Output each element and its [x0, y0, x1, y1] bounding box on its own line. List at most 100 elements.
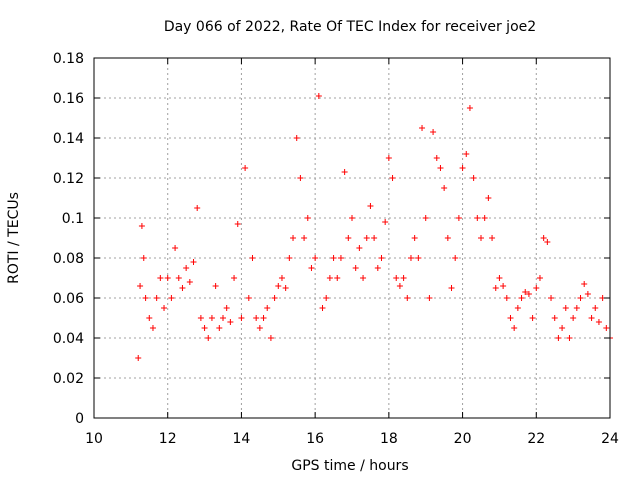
y-axis-label: ROTI / TECUs [6, 192, 22, 284]
data-point [153, 295, 160, 301]
y-tick-label: 0.14 [53, 131, 84, 147]
data-point [323, 295, 330, 301]
data-point [330, 255, 337, 261]
data-point [341, 169, 348, 175]
plot-frame [93, 57, 611, 419]
data-point [201, 325, 208, 331]
data-point [312, 255, 319, 261]
data-point [422, 215, 429, 221]
data-point [478, 235, 484, 241]
data-point [208, 315, 215, 321]
data-point [555, 335, 562, 341]
data-point [183, 265, 190, 271]
data-point [231, 275, 238, 281]
x-axis-label: GPS time / hours [291, 458, 408, 474]
data-point [481, 215, 488, 221]
y-tick-label: 0.04 [53, 331, 84, 347]
data-point [411, 235, 418, 241]
axis-ticks [93, 57, 611, 419]
data-point [293, 135, 300, 141]
data-point [205, 335, 212, 341]
data-point [301, 235, 308, 241]
x-tick-label: 24 [601, 431, 619, 447]
data-point [588, 315, 595, 321]
y-tick-label: 0.02 [53, 371, 84, 387]
data-point [570, 315, 577, 321]
data-point [404, 295, 411, 301]
y-tick-label: 0.18 [53, 51, 84, 67]
data-point [463, 151, 470, 157]
data-point [573, 305, 580, 311]
y-tick-labels: 0 0.02 0.04 0.06 0.08 0.1 0.12 0.14 0.16 0.18 [53, 51, 84, 427]
data-point [514, 305, 521, 311]
data-point [551, 315, 558, 321]
y-tick-label: 0.06 [53, 291, 84, 307]
data-point [430, 129, 437, 135]
data-point [592, 305, 599, 311]
data-point [297, 175, 304, 181]
data-point [212, 283, 219, 289]
data-point [304, 215, 311, 221]
data-point [419, 125, 426, 131]
data-point [459, 165, 466, 171]
data-point [389, 175, 396, 181]
x-tick-label: 22 [527, 431, 545, 447]
data-point [135, 355, 142, 361]
data-point [249, 255, 256, 261]
data-point [455, 215, 462, 221]
y-tick-label: 0 [75, 411, 84, 427]
data-point [371, 235, 378, 241]
data-point [470, 175, 477, 181]
data-point [175, 275, 182, 281]
data-point [138, 223, 145, 229]
data-point [278, 275, 285, 281]
data-point [500, 283, 507, 289]
data-point [562, 305, 569, 311]
data-point [407, 255, 414, 261]
data-point [227, 319, 234, 325]
data-point [238, 315, 245, 321]
data-point [172, 245, 179, 251]
data-point [466, 105, 473, 111]
data-point [503, 295, 510, 301]
data-point [452, 255, 459, 261]
y-tick-label: 0.12 [53, 171, 84, 187]
data-point [396, 283, 403, 289]
data-points [135, 93, 613, 361]
data-point [186, 279, 193, 285]
data-point [349, 215, 355, 221]
x-tick-label: 14 [233, 431, 251, 447]
data-point [511, 325, 518, 331]
x-tick-label: 18 [380, 431, 398, 447]
data-point [577, 295, 584, 301]
data-point [253, 315, 260, 321]
data-point [540, 235, 547, 241]
data-point [356, 245, 363, 251]
data-point [352, 265, 359, 271]
y-tick-label: 0.16 [53, 91, 84, 107]
data-point [385, 155, 392, 161]
data-point [415, 255, 422, 261]
data-point [393, 275, 400, 281]
data-point [308, 265, 315, 271]
data-point [378, 255, 385, 261]
data-point [382, 219, 389, 225]
data-point [220, 315, 226, 321]
data-point [595, 319, 602, 325]
data-point [566, 335, 573, 341]
data-point [444, 235, 451, 241]
data-point [334, 275, 341, 281]
data-point [581, 281, 588, 287]
data-point [400, 275, 407, 281]
data-point [529, 315, 536, 321]
y-tick-label: 0.08 [53, 251, 84, 267]
data-point [179, 285, 186, 291]
data-point [223, 305, 230, 311]
data-point [533, 285, 540, 291]
data-point [489, 235, 496, 241]
data-point [448, 285, 455, 291]
data-point [245, 295, 252, 301]
data-point [518, 295, 525, 301]
data-point [282, 285, 289, 291]
